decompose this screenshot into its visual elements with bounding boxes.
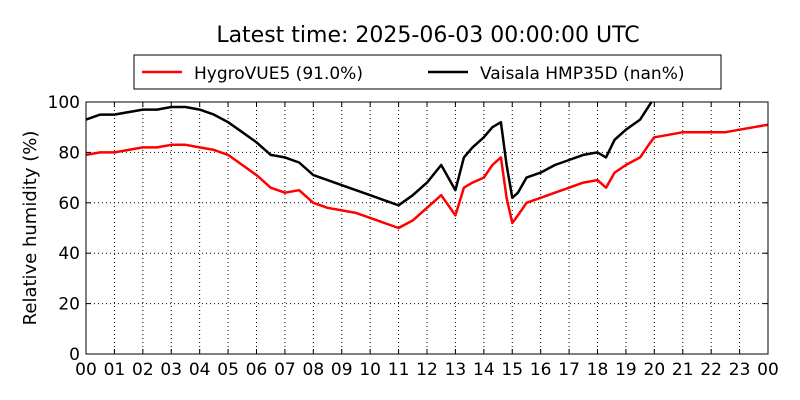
series-line-0 [86,123,768,230]
x-tick-label: 02 [132,360,154,380]
x-tick-label: 00 [75,360,97,380]
y-tick-label: 80 [58,143,80,163]
x-tick-label: 07 [274,360,296,380]
legend-label-hygrovue5: HygroVUE5 (91.0%) [194,64,363,84]
plot-frame [85,101,769,355]
x-tick-label: 19 [615,360,637,380]
x-tick-label: 03 [160,360,182,380]
x-tick-label: 20 [644,360,666,380]
x-tick-label: 10 [359,360,381,380]
x-tick-label: 00 [757,360,779,380]
x-tick-label: 16 [530,360,552,380]
x-tick-label: 01 [104,360,126,380]
y-tick-label: 0 [69,345,80,365]
x-tick-label: 05 [217,360,239,380]
legend: HygroVUE5 (91.0%) Vaisala HMP35D (nan%) [133,54,722,90]
plot-area: 00 01 02 03 04 05 06 07 08 09 10 11 12 13 14 15 16 17 18 19… [48,93,779,380]
series-line-1 [86,102,653,207]
x-tick-label: 14 [473,360,495,380]
legend-box [133,54,722,90]
x-tick-label: 11 [388,360,410,380]
x-tick-label: 12 [416,360,438,380]
x-tick-label: 09 [331,360,353,380]
y-axis-label: Relative humidity (%) [20,131,41,326]
y-tick-label: 20 [58,295,80,315]
x-tick-label: 15 [501,360,523,380]
x-tick-label: 18 [587,360,609,380]
x-tick-label: 08 [303,360,325,380]
x-tick-label: 06 [246,360,268,380]
legend-label-vaisala: Vaisala HMP35D (nan%) [480,64,684,84]
x-tick-label: 17 [558,360,580,380]
x-tick-label: 23 [729,360,751,380]
x-tick-label: 21 [672,360,694,380]
y-tick-label: 60 [58,194,80,214]
y-tick-label: 40 [58,244,80,264]
chart-title: Latest time: 2025-06-03 00:00:00 UTC [216,23,639,48]
x-tick-label: 04 [189,360,211,380]
x-tick-label: 13 [445,360,467,380]
x-tick-label: 22 [700,360,722,380]
y-tick-label: 100 [48,93,80,113]
